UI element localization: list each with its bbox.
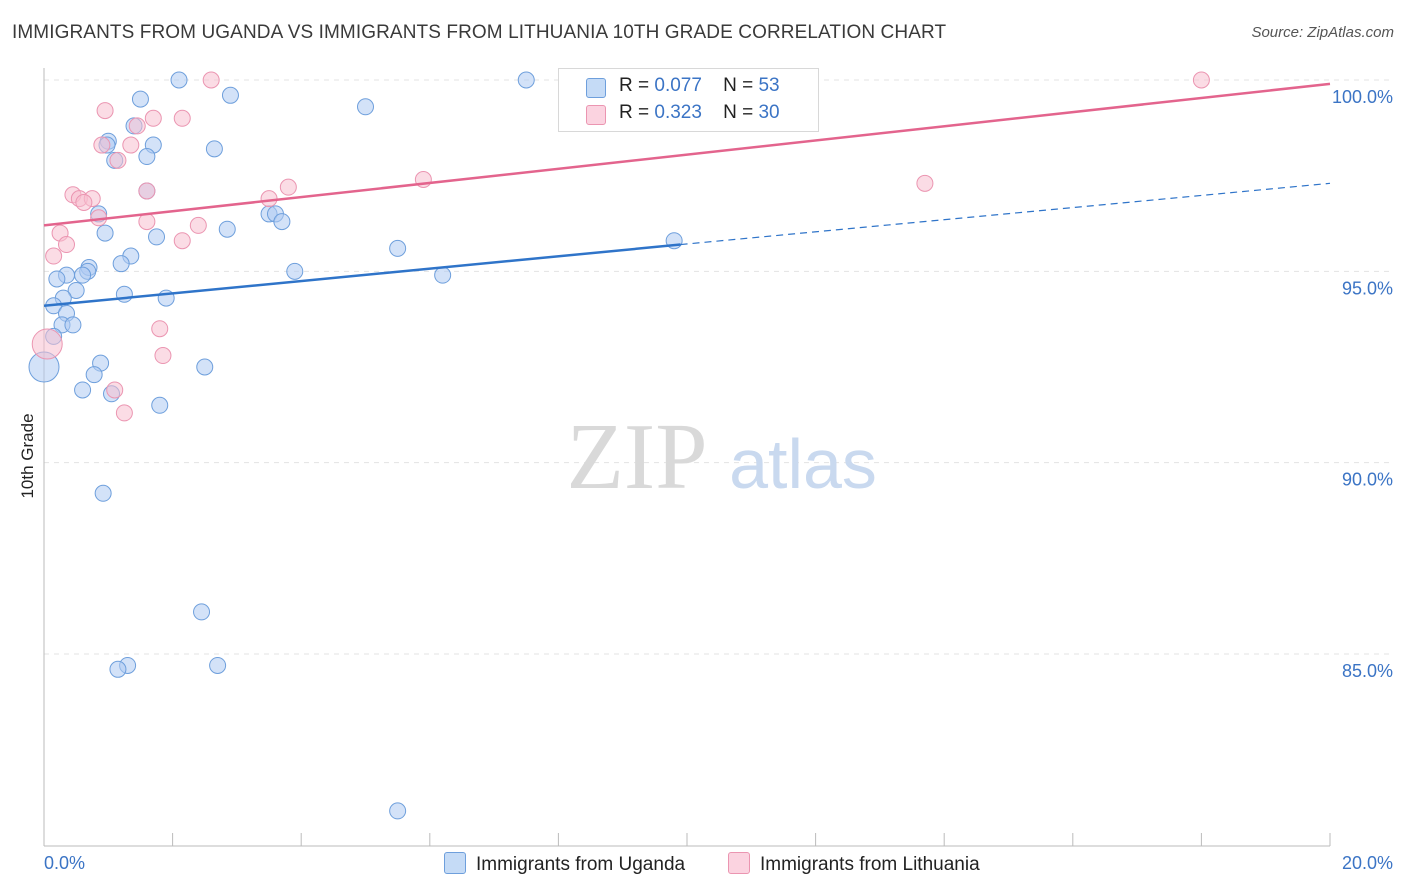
lithuania-point xyxy=(173,109,191,127)
lithuania-point xyxy=(106,381,124,399)
uganda-point xyxy=(196,358,214,376)
uganda-stats: R = 0.077 N = 53 xyxy=(619,75,780,97)
bottom-legend-uganda-label: Immigrants from Uganda xyxy=(476,854,686,875)
uganda-point xyxy=(286,262,304,280)
uganda-point xyxy=(517,71,535,89)
uganda-point xyxy=(94,484,112,502)
lithuania-point xyxy=(260,190,278,208)
source-label: Source: ZipAtlas.com xyxy=(1251,24,1394,41)
uganda-point xyxy=(273,213,291,231)
lithuania-point xyxy=(109,151,127,169)
uganda-point xyxy=(74,266,92,284)
lithuania-point xyxy=(916,174,934,192)
uganda-r-label: R = xyxy=(619,75,650,96)
uganda-point xyxy=(64,316,82,334)
watermark-atlas: atlas xyxy=(729,425,877,503)
x-tick-label: 0.0% xyxy=(44,853,85,873)
watermark-zip: ZIP xyxy=(567,405,708,509)
uganda-point xyxy=(218,220,236,238)
lithuania-point xyxy=(31,328,63,360)
uganda-point xyxy=(357,98,374,116)
lithuania-point xyxy=(154,347,172,365)
uganda-point xyxy=(434,266,452,284)
y-tick-label: 95.0% xyxy=(1342,278,1393,298)
uganda-point xyxy=(112,255,130,273)
axes xyxy=(43,68,1331,847)
uganda-point xyxy=(109,660,127,678)
lithuania-point xyxy=(138,182,156,200)
uganda-point xyxy=(193,603,211,621)
trend-lines xyxy=(43,82,1331,308)
bottom-legend-lithuania-swatch xyxy=(728,852,750,874)
stats-legend: R = 0.077 N = 53 R = 0.323 N = 30 xyxy=(558,68,819,132)
lithuania-trend-line xyxy=(43,82,1331,227)
lithuania-point xyxy=(128,117,146,135)
uganda-point xyxy=(389,239,407,257)
grid xyxy=(44,79,1392,655)
uganda-point xyxy=(221,86,239,104)
uganda-n-label: N = xyxy=(723,75,754,96)
lithuania-point xyxy=(45,247,63,265)
x-tick-label: 20.0% xyxy=(1342,853,1393,873)
lithuania-point xyxy=(58,236,76,254)
lithuania-n-label: N = xyxy=(723,102,754,123)
uganda-point xyxy=(67,281,85,299)
bottom-legend-lithuania-label: Immigrants from Lithuania xyxy=(760,854,980,875)
lithuania-point xyxy=(144,109,162,127)
lithuania-point xyxy=(96,102,114,120)
uganda-point xyxy=(170,71,188,89)
uganda-point xyxy=(138,148,156,166)
uganda-point xyxy=(148,228,166,246)
lithuania-n-value: 30 xyxy=(758,102,780,123)
uganda-r-value: 0.077 xyxy=(654,75,702,96)
lithuania-r-label: R = xyxy=(619,102,650,123)
uganda-point xyxy=(96,224,114,242)
y-tick-label: 90.0% xyxy=(1342,470,1393,490)
lithuania-point xyxy=(115,404,133,422)
lithuania-stats: R = 0.323 N = 30 xyxy=(619,102,780,124)
lithuania-point xyxy=(75,193,93,211)
lithuania-point xyxy=(151,320,169,338)
lithuania-point xyxy=(279,178,297,196)
uganda-point xyxy=(389,802,407,820)
watermark: ZIP atlas xyxy=(567,405,877,509)
uganda-point xyxy=(209,656,227,674)
uganda-point xyxy=(115,285,133,303)
bottom-legend-uganda: Immigrants from Uganda xyxy=(444,852,685,876)
lithuania-point xyxy=(93,136,111,154)
uganda-point xyxy=(205,140,223,158)
uganda-point xyxy=(151,396,169,414)
uganda-point xyxy=(74,381,92,399)
y-tick-label: 85.0% xyxy=(1342,661,1393,681)
uganda-n-value: 53 xyxy=(758,75,780,96)
lithuania-point xyxy=(138,213,156,231)
lithuania-swatch xyxy=(586,105,606,125)
lithuania-point xyxy=(189,216,207,234)
uganda-point xyxy=(48,270,66,288)
tick-labels: 85.0% 90.0% 95.0% 100.0% 0.0% 20.0% xyxy=(44,87,1393,873)
bottom-legend-lithuania: Immigrants from Lithuania xyxy=(728,852,980,876)
uganda-swatch xyxy=(586,78,606,98)
lithuania-point xyxy=(122,136,140,154)
lithuania-point xyxy=(1192,71,1210,89)
lithuania-point xyxy=(173,232,191,250)
uganda-point xyxy=(131,90,149,108)
bottom-legend-uganda-swatch xyxy=(444,852,466,874)
uganda-point xyxy=(85,366,103,384)
uganda-trend-extension xyxy=(680,182,1331,246)
lithuania-r-value: 0.323 xyxy=(654,102,702,123)
y-tick-label: 100.0% xyxy=(1332,87,1393,107)
uganda-trend-line xyxy=(43,243,681,308)
chart-title: IMMIGRANTS FROM UGANDA VS IMMIGRANTS FRO… xyxy=(12,22,947,43)
lithuania-point xyxy=(202,71,220,89)
